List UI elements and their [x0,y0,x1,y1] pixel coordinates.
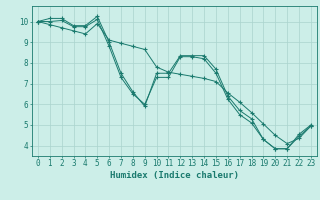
X-axis label: Humidex (Indice chaleur): Humidex (Indice chaleur) [110,171,239,180]
